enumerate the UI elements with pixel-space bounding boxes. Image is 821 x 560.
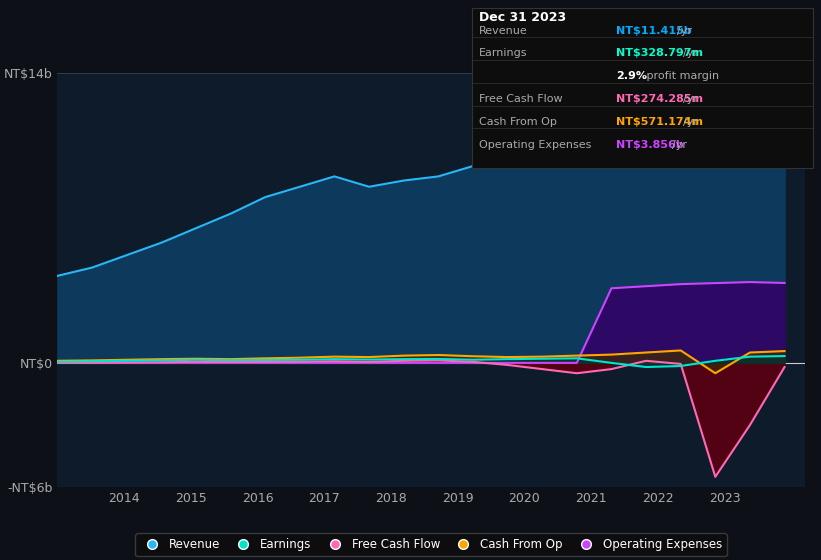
Text: /yr: /yr <box>683 94 698 104</box>
Text: 2.9%: 2.9% <box>616 71 647 81</box>
Text: Operating Expenses: Operating Expenses <box>479 140 591 150</box>
Text: /yr: /yr <box>677 26 692 36</box>
Text: /yr: /yr <box>672 140 686 150</box>
Text: Free Cash Flow: Free Cash Flow <box>479 94 562 104</box>
Text: NT$274.285m: NT$274.285m <box>616 94 703 104</box>
Text: Revenue: Revenue <box>479 26 527 36</box>
Text: Earnings: Earnings <box>479 49 527 58</box>
Text: profit margin: profit margin <box>643 71 719 81</box>
Text: Cash From Op: Cash From Op <box>479 117 557 127</box>
Legend: Revenue, Earnings, Free Cash Flow, Cash From Op, Operating Expenses: Revenue, Earnings, Free Cash Flow, Cash … <box>135 534 727 556</box>
Text: NT$3.856b: NT$3.856b <box>616 140 684 150</box>
Text: NT$571.174m: NT$571.174m <box>616 117 703 127</box>
Text: NT$11.415b: NT$11.415b <box>616 26 691 36</box>
Text: Dec 31 2023: Dec 31 2023 <box>479 11 566 24</box>
Text: NT$328.797m: NT$328.797m <box>616 49 703 58</box>
Text: /yr: /yr <box>683 117 698 127</box>
Text: /yr: /yr <box>683 49 698 58</box>
